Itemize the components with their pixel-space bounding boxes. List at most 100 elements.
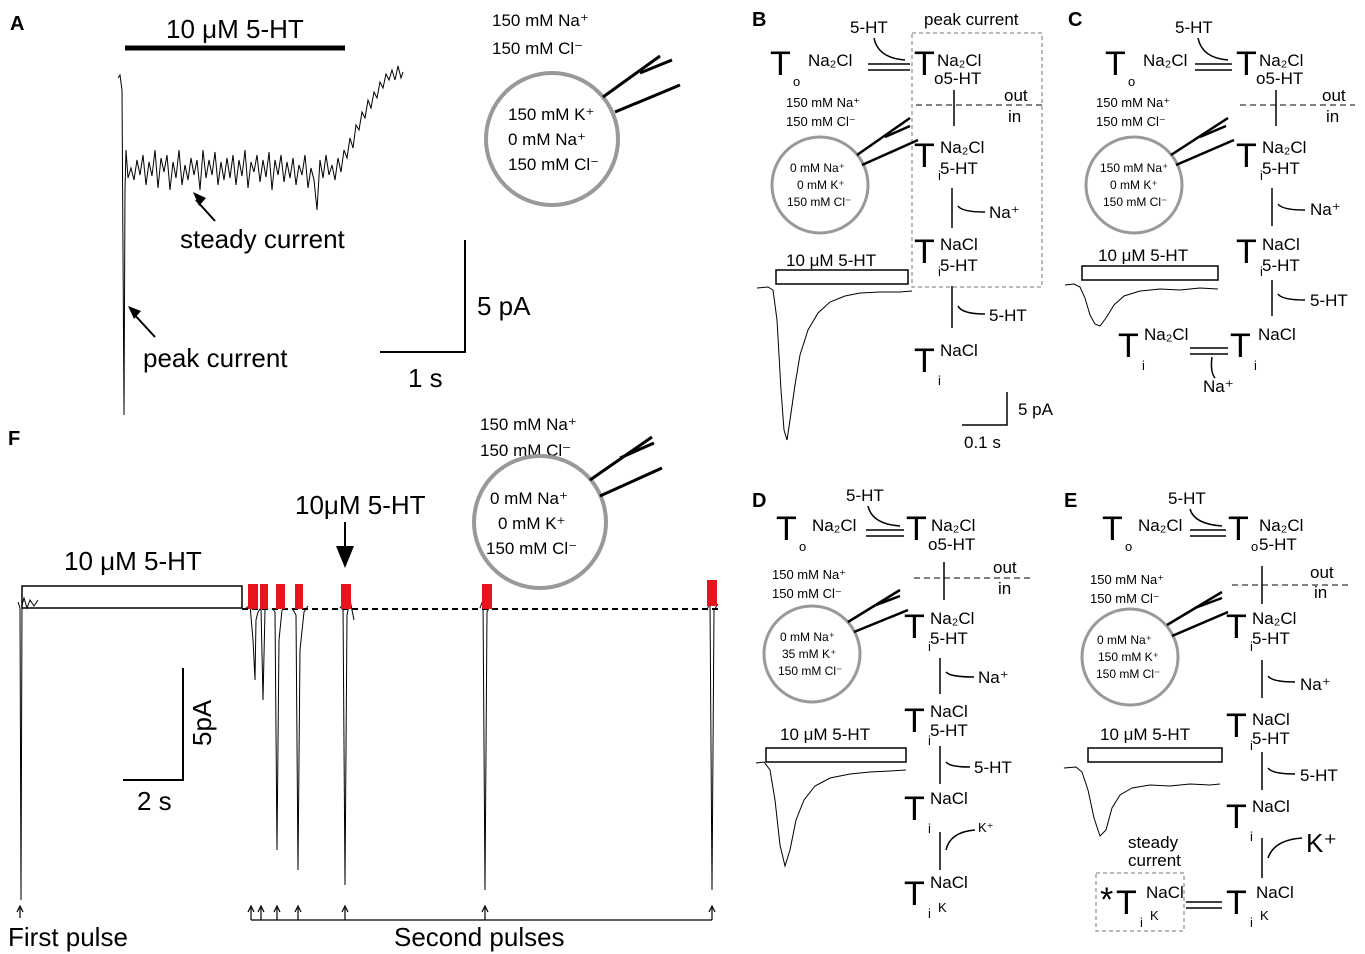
panel-d-sub-i1: i [928,639,931,654]
panel-f-pulse-4 [295,584,303,609]
panel-e-t-star: T [1116,884,1137,922]
panel-c-cell [1084,135,1184,235]
panel-e-t-i4: T [1226,884,1247,922]
panel-a-out-na: 150 mM Na⁺ [492,11,589,30]
panel-e-k-branch [1267,837,1303,859]
panel-f-pipette [589,435,663,498]
panel-c-5ht-i2: 5-HT [1262,256,1300,275]
panel-d-sub-o: o [799,539,806,554]
panel-e-5ht-branch [1267,767,1296,775]
panel-f-pulse-2 [260,584,268,609]
panel-b-5ht-out: 5-HT [989,306,1027,325]
panel-b-nacl-i3: NaCl [940,341,978,360]
panel-b-na2cl-bound: Na₂Cl [937,51,981,70]
panel-c-t-i1: T [1236,137,1257,175]
panel-d-k-branch [945,829,976,851]
panel-e-sub-o: o [1125,539,1132,554]
panel-c-out-na: 150 mM Na⁺ [1096,95,1170,110]
panel-c-nacl-i4: NaCl [1258,325,1296,344]
panel-d-bind-arrow [867,505,901,527]
panel-d-in-k: 35 mM K⁺ [782,647,836,661]
panel-e-out-cl: 150 mM Cl⁻ [1090,591,1160,606]
panel-e-sub-k2: K [1150,908,1159,923]
panel-e-nacl-i2: NaCl [1252,710,1290,729]
panel-a-trace [117,65,404,416]
panel-d-5ht-i: 5-HT [930,629,968,648]
panel-e-k-label: K⁺ [1306,828,1337,858]
panel-e-drug-bar [1087,747,1223,763]
panel-e-trace [1063,766,1221,837]
panel-f-pulse-5 [341,584,351,609]
panel-d-pipette [847,588,909,634]
panel-c-na-out: Na⁺ [1310,200,1341,219]
panel-c-drug-bar [1081,265,1219,281]
panel-d: D T o Na₂Cl 5-HT T Na₂Cl o5-HT out in 15… [752,486,1030,921]
panel-a-peak-arrowhead [128,306,141,319]
panel-c-sub-i2: i [1260,264,1263,279]
panel-e-sub-i3: i [1250,829,1253,844]
panel-b-peak-box-label: peak current [924,10,1019,29]
panel-e-in: in [1314,583,1327,602]
panel-a-in-k: 150 mM K⁺ [508,105,594,124]
panel-d-5ht-branch [945,761,971,768]
panel-c-pipette [1170,116,1235,167]
panel-d-nacl-i2: NaCl [930,702,968,721]
panel-a-peak-label: peak current [143,343,288,373]
panel-c-bar-label: 10 μM 5-HT [1098,246,1188,265]
panel-b-in-cl: 150 mM Cl⁻ [787,195,851,209]
panel-c-t-i3: T [1118,327,1139,365]
panel-c-o5ht: o5-HT [1256,69,1303,88]
panel-b-out-na: 150 mM Na⁺ [786,95,860,110]
panel-d-sub-k: K [938,900,947,915]
panel-b-in: in [1008,107,1021,126]
panel-c-na2cl-i: Na₂Cl [1262,138,1306,157]
panel-e-t-i1: T [1226,608,1247,646]
panel-d-o5ht: o5-HT [928,535,975,554]
panel-b-cell [770,135,870,235]
panel-f: F 10 μM 5-HT 10μM 5-HT 150 mM Na⁺ 150 mM… [8,415,720,952]
panel-c-5ht-out: 5-HT [1310,291,1348,310]
panel-c-nacl-i2: NaCl [1262,235,1300,254]
panel-a-steady-label: steady current [180,224,346,254]
panel-e-label: E [1064,490,1077,512]
panel-e-t-i3: T [1226,798,1247,836]
panel-d-sub-i3: i [928,821,931,836]
panel-c-t-out: T [1105,45,1126,83]
panel-e-sub-i1: i [1250,639,1253,654]
panel-d-t-i4: T [904,875,925,913]
panel-e-bind-arrow [1189,508,1223,527]
panel-d-5ht-in: 5-HT [846,486,884,505]
panel-e-5ht-i2: 5-HT [1252,729,1290,748]
panel-b-sub-i3: i [938,373,941,388]
panel-e-5ht-in: 5-HT [1168,489,1206,508]
panel-f-bar-label: 10 μM 5-HT [64,546,202,576]
panel-f-first-pulse: First pulse [8,922,128,952]
panel-b-bind-arrow [873,37,906,61]
panel-b-out-cl: 150 mM Cl⁻ [786,114,856,129]
panel-f-scale-bar [123,668,184,781]
panel-b-sub-i1: i [938,168,941,183]
panel-b-nacl-i2: NaCl [940,235,978,254]
panel-d-out: out [993,558,1017,577]
panel-e-steady-box [1095,872,1185,932]
panel-b-t-i3: T [914,342,935,380]
panel-e: E T o Na₂Cl 5-HT T o Na₂Cl 5-HT out in 1… [1063,489,1348,932]
panel-d-cell [762,604,862,704]
panel-c-label: C [1068,9,1082,31]
panel-b-out: out [1004,86,1028,105]
panel-e-na2cl-i: Na₂Cl [1252,609,1296,628]
panel-d-drug-bar [765,747,907,763]
panel-b-t-i1: T [914,137,935,175]
panel-d-out-cl: 150 mM Cl⁻ [772,586,842,601]
panel-a-in-na: 0 mM Na⁺ [508,130,586,149]
panel-c-in-k: 0 mM K⁺ [1110,178,1158,192]
panel-e-5ht-out: 5-HT [1300,766,1338,785]
panel-d-in: in [998,579,1011,598]
panel-a-out-cl: 150 mM Cl⁻ [492,39,583,58]
panel-b-bar-label: 10 μM 5-HT [786,251,876,270]
panel-b-5ht-branch [957,305,986,315]
panel-b-label: B [752,9,766,31]
panel-b-in-k: 0 mM K⁺ [797,178,845,192]
panel-b-drug-bar [775,269,909,285]
panel-b-na2cl: Na₂Cl [808,51,852,70]
